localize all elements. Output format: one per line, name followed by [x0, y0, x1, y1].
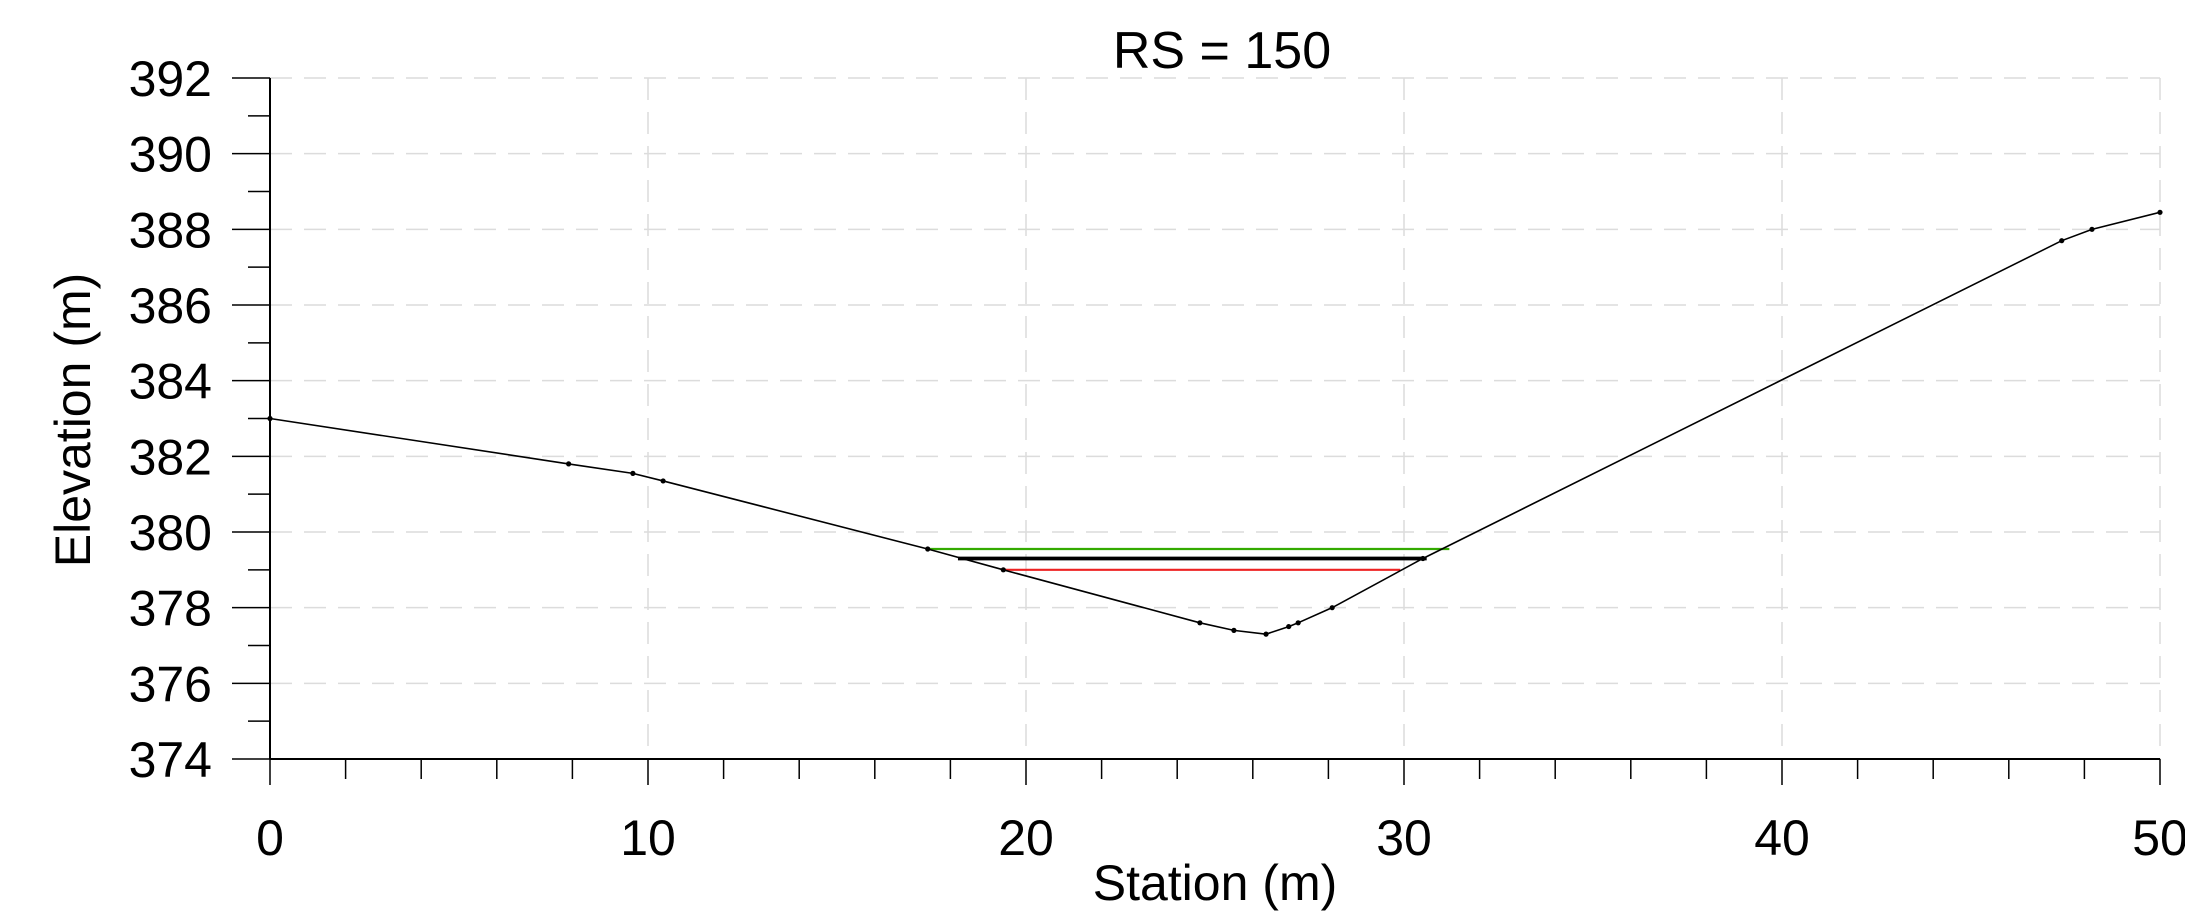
- ground-point: [1263, 631, 1269, 637]
- y-axis-label: Elevation (m): [45, 273, 101, 568]
- x-tick-label: 10: [620, 810, 676, 866]
- ground-point: [267, 415, 273, 422]
- ground-point: [2089, 226, 2095, 232]
- y-tick-label: 374: [129, 732, 212, 788]
- ground-point: [1295, 620, 1301, 626]
- x-tick-label: 50: [2132, 810, 2185, 866]
- gridlines: [269, 77, 2161, 760]
- y-tick-label: 380: [129, 505, 212, 561]
- series: [267, 209, 2163, 637]
- ground-point: [1231, 627, 1237, 633]
- ground-point: [2059, 238, 2065, 244]
- y-tick-label: 388: [129, 202, 212, 258]
- ground-point: [1197, 620, 1203, 626]
- ticks: 0 10 20 30 40 50 374 376 378 380 382 384 386 388 390 39…: [129, 51, 2185, 866]
- axes: [269, 78, 2160, 760]
- x-tick-label: 0: [256, 810, 284, 866]
- y-tick-label: 386: [129, 278, 212, 334]
- ground-point: [1420, 555, 1426, 562]
- x-tick-label: 40: [1754, 810, 1810, 866]
- ground-profile-line: [269, 211, 2161, 635]
- ground-point: [1329, 605, 1335, 611]
- y-tick-label: 384: [129, 354, 212, 410]
- ground-point: [660, 478, 666, 484]
- ground-point: [925, 546, 931, 552]
- ground-point: [630, 470, 636, 476]
- ground-point: [1286, 623, 1292, 630]
- chart-title: RS = 150: [1113, 22, 1331, 80]
- y-tick-label: 378: [129, 581, 212, 637]
- ground-point: [566, 461, 572, 467]
- x-axis-label: Station (m): [1093, 855, 1338, 911]
- x-tick-label: 20: [998, 810, 1054, 866]
- y-tick-label: 376: [129, 656, 212, 712]
- y-tick-label: 392: [129, 51, 212, 107]
- x-tick-label: 30: [1376, 810, 1432, 866]
- ground-point: [1000, 567, 1006, 573]
- y-tick-label: 382: [129, 429, 212, 485]
- y-tick-label: 390: [129, 127, 212, 183]
- ground-point: [2157, 209, 2163, 215]
